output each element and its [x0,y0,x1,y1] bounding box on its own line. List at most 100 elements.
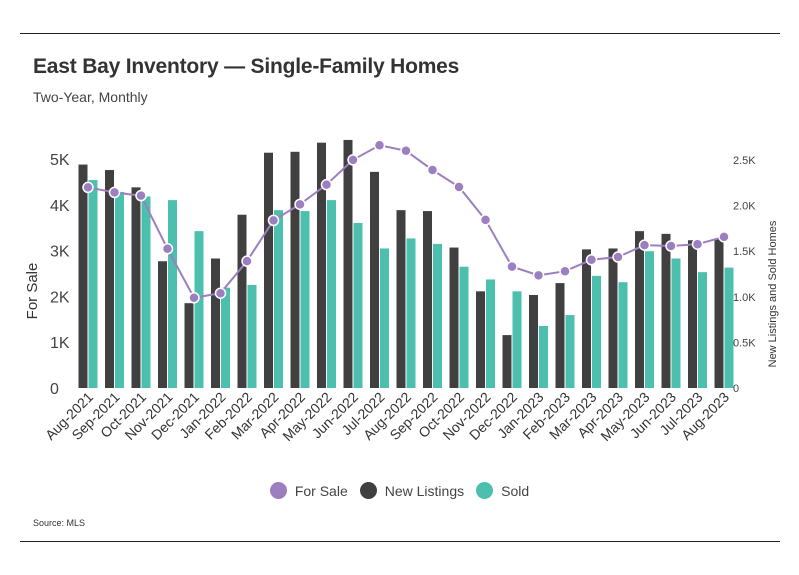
bar-sold [539,325,548,388]
for-sale-point [214,287,227,299]
y-tick-label: 5K [50,152,70,169]
chart-area: 0 1K 2K 3K 4K 5K 0 0.5K 1.0K 1.5K 2.0K 2.5K For Sale… [24,139,779,444]
bar-new-listings [476,291,485,388]
bar-new-listings [502,335,512,388]
for-sale-point [161,243,174,255]
legend-item-new-listings: New Listings [359,482,465,499]
bar-sold [671,258,681,388]
bar-sold [592,275,601,388]
bar-new-listings [608,248,618,388]
bar-new-listings [290,151,300,388]
for-sale-point [585,254,598,266]
y2-tick-label: 2.0K [733,201,756,213]
for-sale-point [188,292,200,304]
bar-sold [459,266,469,388]
bar-new-listings [370,171,379,388]
legend-swatch-sold [476,482,494,499]
y-tick-label: 4K [50,198,70,215]
bar-sold [327,200,336,388]
bar-new-listings [714,238,724,388]
legend-swatch-new-listings [359,482,377,499]
y-axis-label: For Sale [24,263,41,320]
for-sale-point [400,145,412,157]
bar-sold [194,231,204,388]
y2-tick-label: 0.5K [733,337,756,349]
bar-sold [512,291,522,388]
bar-new-listings [78,164,88,388]
legend-label-new-listings: New Listings [384,482,465,499]
legend-swatch-for-sale [269,482,287,499]
bar-new-listings [237,214,247,388]
for-sale-point [612,251,624,263]
chart-subtitle: Two-Year, Monthly [33,89,148,105]
for-sale-point [241,255,253,267]
bar-sold [380,248,389,388]
bar-sold [88,180,98,388]
bar-new-listings [184,303,194,388]
for-sale-point [691,238,704,250]
legend: For Sale New Listings Sold [0,482,799,499]
bar-new-listings [529,294,538,388]
for-sale-point [108,186,121,199]
legend-label-for-sale: For Sale [294,482,348,499]
bar-sold [300,211,310,388]
for-sale-point [135,189,147,202]
bar-new-listings [131,187,141,388]
bar-sold [406,238,416,388]
for-sale-point [638,239,651,251]
y-tick-label: 2K [50,289,70,306]
for-sale-point [267,214,280,227]
top-rule [20,33,780,34]
bar-sold [433,243,442,388]
bar-sold [168,200,177,388]
for-sale-point [347,154,359,166]
y2-tick-label: 0 [733,383,739,395]
for-sale-point [532,269,545,282]
y2-tick-label: 1.0K [733,292,756,304]
y-tick-label: 1K [50,335,70,352]
bar-new-listings [264,152,273,388]
y2-tick-label: 2.5K [733,155,756,167]
for-sale-point [320,178,333,191]
bar-sold [115,191,124,388]
y2-tick-label: 1.5K [733,246,756,258]
bar-sold [141,196,151,388]
bar-new-listings [423,211,432,388]
bar-new-listings [105,170,114,388]
bar-new-listings [317,142,326,388]
bar-new-listings [688,240,697,388]
bar-new-listings [211,258,220,388]
for-sale-point [479,214,492,226]
bar-sold [724,267,734,388]
bar-sold [247,284,257,388]
source-note: Source: MLS [33,518,86,528]
for-sale-point [82,181,94,194]
bar-new-listings [635,231,644,388]
bar-new-listings [396,210,406,388]
y-tick-label: 0 [50,381,59,398]
bar-sold [274,210,283,388]
for-sale-point [294,198,306,211]
bar-sold [618,282,628,388]
bar-new-listings [661,233,671,388]
for-sale-point [426,164,439,176]
for-sale-point [665,240,677,252]
y2-axis-label: New Listings and Sold Homes [767,220,779,367]
bar-new-listings [449,247,459,388]
legend-item-sold: Sold [476,482,529,499]
bar-new-listings [582,249,591,388]
bar-new-listings [555,283,565,388]
bar-sold [698,272,707,388]
bottom-rule [20,541,780,542]
chart-title: East Bay Inventory — Single-Family Homes [33,55,460,78]
for-sale-point [718,231,730,243]
for-sale-point [506,260,518,273]
for-sale-point [373,139,386,152]
for-sale-point [559,265,571,277]
legend-item-for-sale: For Sale [269,482,348,499]
bar-sold [565,315,575,388]
bar-sold [486,279,495,388]
for-sale-line [87,144,725,299]
bar-new-listings [158,261,167,388]
bar-sold [353,222,363,388]
